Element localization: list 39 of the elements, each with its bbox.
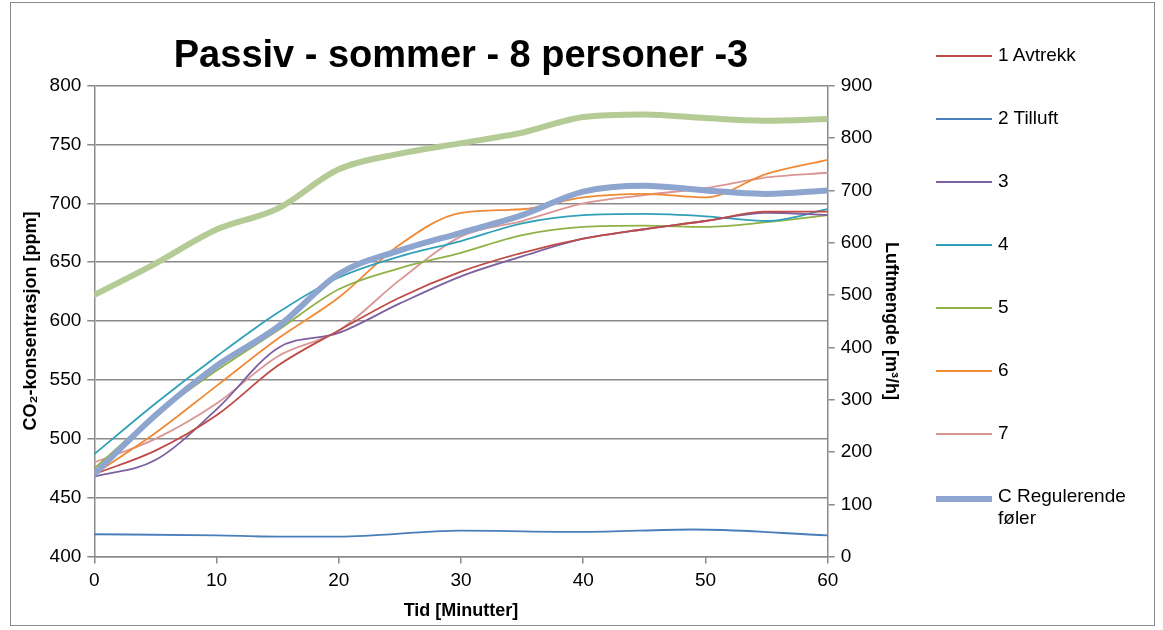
y-tick-label: 750	[49, 132, 82, 154]
x-tick-label: 0	[89, 569, 100, 591]
y-axis-title: CO₂-konsentrasjon [ppm]	[19, 211, 40, 431]
y2-tick-label: 800	[840, 126, 873, 148]
legend-label: 3	[998, 170, 1009, 192]
y2-tick-label: 100	[840, 492, 873, 514]
y2-tick-label: 600	[840, 230, 873, 252]
y-tick-label: 500	[49, 427, 82, 449]
y2-tick-label: 400	[840, 335, 873, 357]
y-tick-label: 700	[49, 191, 82, 213]
line-series	[94, 528, 828, 538]
legend-label: 2 Tilluft	[998, 107, 1059, 129]
legend-label: 1 Avtrekk	[998, 44, 1076, 66]
y-tick-label: 450	[49, 485, 82, 507]
y-tick-label: 650	[49, 250, 82, 272]
y2-tick-label: 500	[840, 283, 873, 305]
legend-label: 5	[998, 296, 1009, 318]
x-axis-title: Tid [Minutter]	[403, 600, 519, 621]
y2-tick-label: 900	[840, 73, 873, 95]
x-tick-label: 20	[328, 569, 350, 591]
legend-label: 4	[998, 233, 1009, 255]
x-tick-label: 40	[572, 569, 594, 591]
y-tick-label: 600	[49, 309, 82, 331]
y-tick-label: 800	[49, 73, 82, 95]
y2-tick-label: 700	[840, 178, 873, 200]
legend-label: C Regulerende føler	[998, 485, 1127, 529]
legend-label: 7	[998, 422, 1009, 444]
chart-title: Passiv - sommer - 8 personer -3	[173, 33, 749, 76]
x-tick-label: 30	[450, 569, 472, 591]
y-tick-label: 550	[49, 368, 82, 390]
legend-label: 6	[998, 359, 1009, 381]
x-tick-label: 10	[205, 569, 228, 591]
y2-tick-label: 0	[840, 544, 852, 566]
x-tick-label: 60	[817, 569, 839, 591]
x-tick-label: 50	[694, 569, 717, 591]
y2-tick-label: 200	[840, 440, 873, 462]
y2-tick-label: 300	[840, 387, 873, 409]
y-tick-label: 400	[49, 544, 82, 566]
y2-axis-title: Luftmengde [m³/h]	[882, 242, 903, 401]
